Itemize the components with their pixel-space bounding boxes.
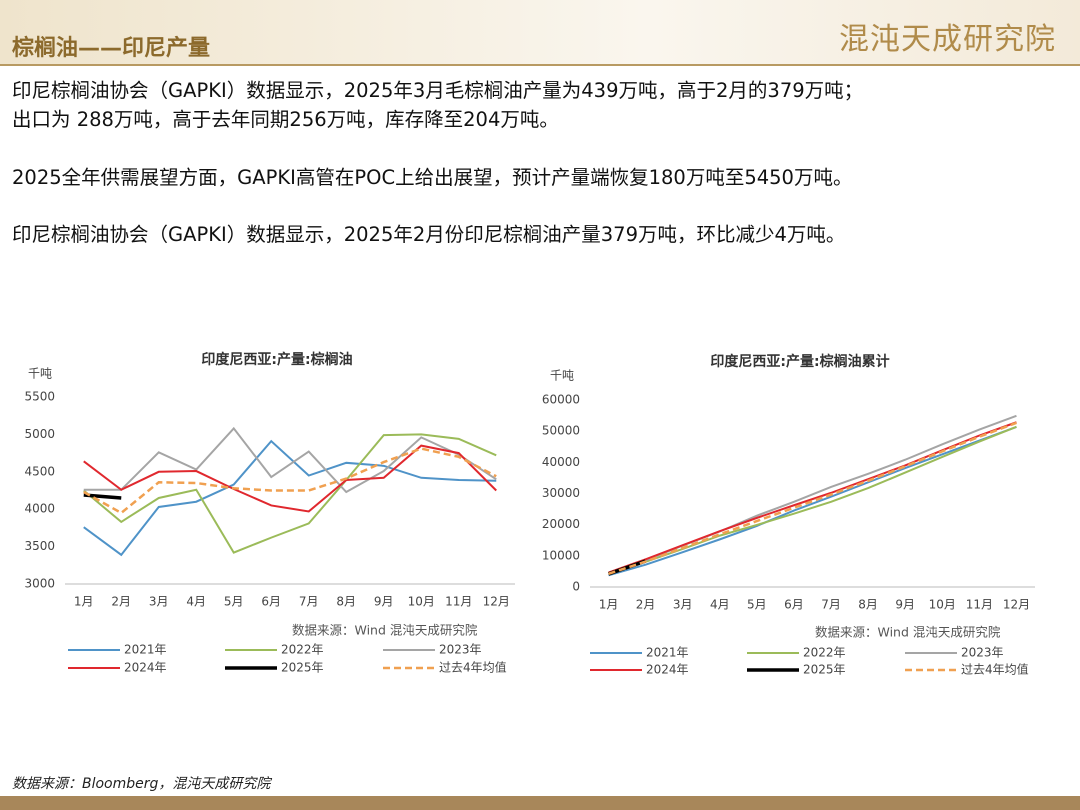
series-line: [608, 421, 1017, 576]
series-line: [83, 493, 122, 500]
series-line: [83, 439, 497, 557]
y-tick-label: 30000: [542, 486, 580, 500]
x-tick-label: 6月: [261, 595, 281, 609]
y-unit: 千吨: [550, 369, 574, 383]
x-tick-label: 7月: [821, 598, 841, 612]
y-tick-label: 4000: [24, 502, 55, 516]
legend-label: 2021年: [124, 643, 167, 657]
x-tick-label: 8月: [336, 595, 356, 609]
logo: 混沌天成研究院: [839, 22, 1056, 57]
source-note: 数据来源：Wind 混沌天成研究院: [292, 623, 478, 638]
legend-label: 2023年: [961, 646, 1004, 660]
x-tick-label: 12月: [1003, 598, 1030, 612]
series-line: [83, 444, 497, 513]
x-tick-label: 9月: [374, 595, 394, 609]
y-tick-label: 50000: [542, 424, 580, 438]
header: 棕榈油——印尼产量 混沌天成研究院: [0, 0, 1080, 66]
chart-title: 印度尼西亚:产量:棕榈油累计: [710, 353, 889, 370]
header-title: 棕榈油——印尼产量: [12, 36, 211, 61]
y-tick-label: 4500: [24, 464, 55, 478]
legend-label: 2024年: [124, 661, 167, 675]
x-tick-label: 9月: [895, 598, 915, 612]
x-tick-label: 1月: [599, 598, 619, 612]
series-line: [83, 433, 497, 554]
y-tick-label: 60000: [542, 393, 580, 407]
series-line: [608, 421, 1017, 574]
legend-label: 2024年: [646, 663, 689, 677]
x-tick-label: 11月: [445, 595, 472, 609]
x-tick-label: 11月: [966, 598, 993, 612]
y-tick-label: 40000: [542, 455, 580, 469]
x-tick-label: 5月: [747, 598, 767, 612]
x-tick-label: 2月: [636, 598, 656, 612]
x-tick-label: 10月: [408, 595, 435, 609]
text-line: 2025全年供需展望方面，GAPKI高管在POC上给出展望，预计产量端恢复180…: [12, 166, 853, 189]
series-line: [83, 447, 497, 515]
legend-label: 2022年: [803, 646, 846, 660]
legend-label: 2022年: [281, 643, 324, 657]
x-tick-label: 1月: [74, 595, 94, 609]
text-line: 印尼棕榈油协会（GAPKI）数据显示，2025年2月份印尼棕榈油产量379万吨，…: [12, 223, 846, 246]
y-tick-label: 3500: [24, 539, 55, 553]
legend-label: 2023年: [439, 643, 482, 657]
legend-label: 过去4年均值: [439, 660, 507, 675]
legend-label: 2021年: [646, 646, 689, 660]
x-tick-label: 4月: [186, 595, 206, 609]
y-tick-label: 5000: [24, 427, 55, 441]
text-line: 出口为 288万吨，高于去年同期256万吨，库存降至204万吨。: [12, 108, 559, 131]
y-unit: 千吨: [28, 367, 52, 381]
x-tick-label: 5月: [224, 595, 244, 609]
x-tick-label: 2月: [111, 595, 131, 609]
x-tick-label: 10月: [929, 598, 956, 612]
x-tick-label: 3月: [149, 595, 169, 609]
series-line: [83, 426, 497, 494]
chart-title: 印度尼西亚:产量:棕榈油: [201, 351, 352, 368]
x-tick-label: 8月: [858, 598, 878, 612]
series-line: [608, 425, 1017, 577]
y-tick-label: 10000: [542, 548, 580, 562]
x-tick-label: 7月: [299, 595, 319, 609]
footer-bar: [0, 796, 1080, 810]
y-tick-label: 20000: [542, 517, 580, 531]
x-tick-label: 6月: [784, 598, 804, 612]
legend-label: 2025年: [281, 661, 324, 675]
footer: 数据来源：Bloomberg，混沌天成研究院: [12, 776, 271, 792]
y-tick-label: 0: [572, 580, 580, 594]
legend-label: 2025年: [803, 663, 846, 677]
y-tick-label: 3000: [24, 577, 55, 591]
x-tick-label: 3月: [673, 598, 693, 612]
legend-label: 过去4年均值: [961, 662, 1029, 677]
text-line: 印尼棕榈油协会（GAPKI）数据显示，2025年3月毛棕榈油产量为439万吨，高…: [12, 79, 864, 102]
x-tick-label: 4月: [710, 598, 730, 612]
y-tick-label: 5500: [24, 390, 55, 404]
source-note: 数据来源：Wind 混沌天成研究院: [815, 625, 1001, 640]
x-tick-label: 12月: [483, 595, 510, 609]
